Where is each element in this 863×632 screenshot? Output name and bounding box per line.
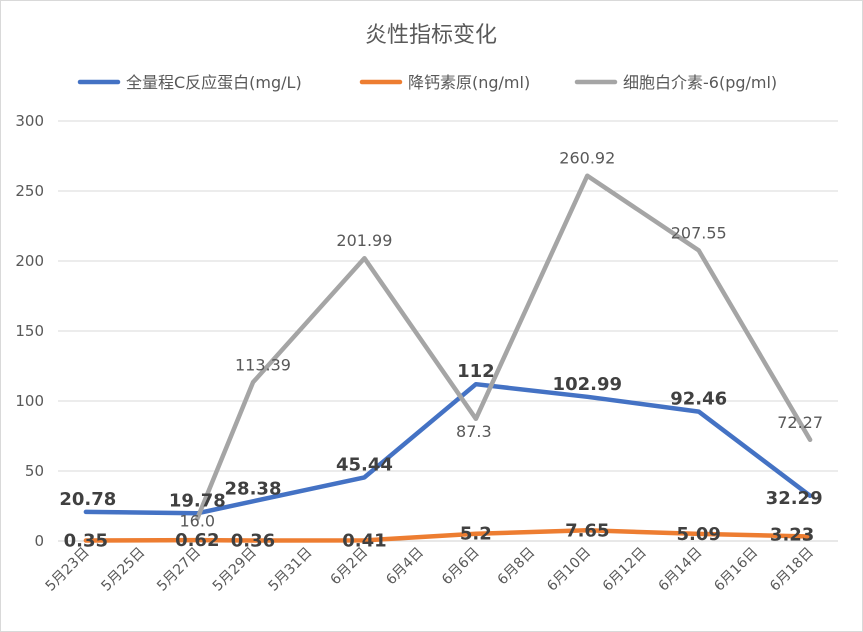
x-tick-label: 5月29日 xyxy=(210,545,260,595)
series-line-1 xyxy=(83,381,813,516)
data-label: 0.35 xyxy=(64,531,108,552)
data-label: 0.41 xyxy=(342,530,386,551)
x-tick-label: 6月10日 xyxy=(544,545,594,595)
chart-title: 炎性指标变化 xyxy=(365,23,497,48)
y-axis: 0 50 100 150 200 250 300 xyxy=(15,112,44,550)
x-tick-label: 6月12日 xyxy=(600,545,650,595)
data-label: 32.29 xyxy=(766,488,823,509)
data-label: 92.46 xyxy=(670,389,727,410)
legend-label: 全量程C反应蛋白(mg/L) xyxy=(126,73,302,92)
x-tick-label: 6月8日 xyxy=(495,545,539,589)
gridlines xyxy=(58,120,838,542)
x-tick-label: 6月6日 xyxy=(439,545,483,589)
y-tick-label: 150 xyxy=(15,322,44,340)
data-label: 112 xyxy=(457,361,495,382)
data-label: 16.0 xyxy=(179,512,215,531)
x-tick-label: 6月18日 xyxy=(767,545,817,595)
series-line-3 xyxy=(195,173,813,521)
y-tick-label: 100 xyxy=(15,392,44,410)
data-label: 207.55 xyxy=(671,223,727,242)
data-label: 20.78 xyxy=(59,489,116,510)
series-lines xyxy=(83,173,813,543)
data-label: 5.09 xyxy=(677,524,721,545)
data-label: 260.92 xyxy=(559,149,615,168)
data-label: 102.99 xyxy=(553,374,622,395)
data-label: 28.38 xyxy=(225,478,282,499)
x-tick-label: 6月14日 xyxy=(656,545,706,595)
data-label: 0.62 xyxy=(175,530,219,551)
legend: 全量程C反应蛋白(mg/L) 降钙素原(ng/ml) 细胞白介素-6(pg/ml) xyxy=(77,73,777,92)
data-label: 113.39 xyxy=(235,355,291,374)
data-label: 7.65 xyxy=(565,520,609,541)
y-tick-label: 0 xyxy=(34,532,44,550)
data-label: 0.36 xyxy=(231,530,275,551)
y-tick-label: 300 xyxy=(15,112,44,130)
series-line-2 xyxy=(83,528,813,543)
x-tick-label: 5月23日 xyxy=(43,545,93,595)
data-label: 3.23 xyxy=(770,524,814,545)
x-axis: 5月23日 5月25日 5月27日 5月29日 5月31日 6月2日 6月4日 6月6日 6月8… xyxy=(43,545,817,595)
x-tick-label: 6月16日 xyxy=(711,545,761,595)
x-tick-label: 5月25日 xyxy=(98,545,148,595)
data-label: 19.78 xyxy=(169,490,226,511)
legend-label: 降钙素原(ng/ml) xyxy=(408,73,530,92)
data-label: 5.2 xyxy=(460,524,492,545)
y-tick-label: 50 xyxy=(25,462,44,480)
y-tick-label: 200 xyxy=(15,252,44,270)
x-tick-label: 5月27日 xyxy=(154,545,204,595)
y-tick-label: 250 xyxy=(15,182,44,200)
data-label: 87.3 xyxy=(456,422,492,441)
data-label: 45.44 xyxy=(336,454,393,475)
x-tick-label: 6月4日 xyxy=(383,545,427,589)
data-label: 201.99 xyxy=(336,231,392,250)
x-tick-label: 5月31日 xyxy=(266,545,316,595)
legend-label: 细胞白介素-6(pg/ml) xyxy=(623,73,777,92)
data-label: 72.27 xyxy=(777,413,823,432)
